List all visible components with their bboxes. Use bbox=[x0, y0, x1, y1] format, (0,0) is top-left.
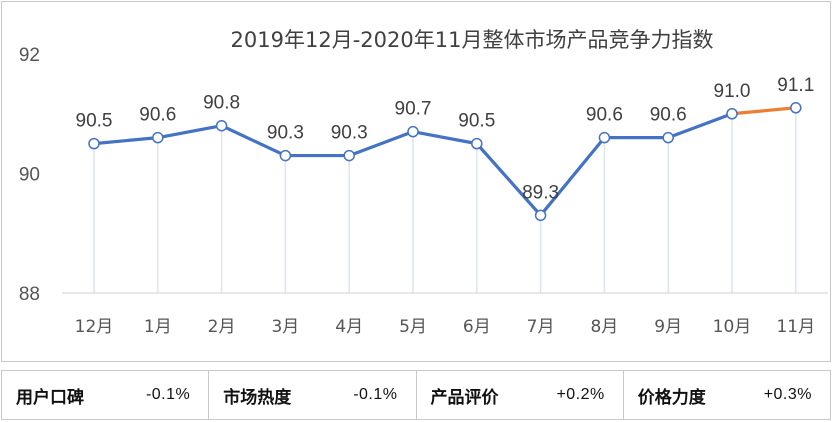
data-label: 90.6 bbox=[586, 105, 623, 126]
x-tick-label: 10月 bbox=[713, 317, 752, 337]
y-tick-label: 90 bbox=[19, 165, 40, 186]
metric-price-strength: 价格力度 +0.3% bbox=[624, 371, 830, 419]
data-label: 90.7 bbox=[395, 99, 432, 120]
metric-value: +0.2% bbox=[556, 386, 605, 403]
data-points bbox=[88, 102, 802, 222]
x-tick-label: 4月 bbox=[335, 317, 363, 337]
data-point bbox=[534, 209, 547, 222]
x-tick-label: 1月 bbox=[144, 317, 172, 337]
data-label: 90.3 bbox=[267, 123, 304, 144]
data-label: 90.5 bbox=[76, 111, 113, 132]
metric-value: -0.1% bbox=[145, 386, 191, 403]
data-point bbox=[598, 131, 611, 144]
drop-lines bbox=[93, 107, 797, 293]
data-point bbox=[471, 137, 483, 150]
chart-title: 2019年12月-2020年11月整体市场产品竞争力指数 bbox=[231, 28, 714, 52]
chart-frame: 2019年12月-2020年11月整体市场产品竞争力指数 88 90 92 12月 1… bbox=[1, 1, 831, 362]
data-point bbox=[790, 102, 802, 114]
data-label: 90.5 bbox=[458, 111, 495, 132]
y-axis: 88 90 92 bbox=[19, 45, 40, 305]
data-label: 90.6 bbox=[650, 105, 687, 126]
x-tick-label: 2月 bbox=[208, 317, 236, 337]
metric-product-rating: 产品评价 +0.2% bbox=[417, 371, 624, 419]
data-label: 91.0 bbox=[714, 81, 751, 102]
data-point bbox=[88, 137, 100, 150]
metrics-bar: 用户口碑 -0.1% 市场热度 -0.1% 产品评价 +0.2% 价格力度 +0… bbox=[1, 370, 831, 420]
data-point bbox=[279, 149, 292, 162]
y-tick-label: 88 bbox=[19, 284, 40, 305]
metric-label: 价格力度 bbox=[637, 387, 706, 408]
metric-label: 市场热度 bbox=[223, 387, 292, 408]
x-axis: 12月 1月 2月 3月 4月 5月 6月 7月 8月 9月 10月 11月 bbox=[75, 317, 815, 337]
data-label: 90.8 bbox=[203, 93, 240, 114]
data-label: 90.3 bbox=[331, 123, 368, 144]
x-tick-label: 3月 bbox=[271, 317, 299, 337]
series-line-highlight bbox=[730, 106, 798, 116]
metric-value: +0.3% bbox=[763, 386, 812, 403]
data-point bbox=[152, 131, 164, 144]
x-tick-label: 7月 bbox=[527, 317, 555, 337]
data-point bbox=[407, 125, 419, 138]
metric-value: -0.1% bbox=[353, 386, 398, 403]
data-point bbox=[215, 119, 228, 132]
y-tick-label: 92 bbox=[19, 45, 40, 66]
data-point bbox=[343, 149, 355, 162]
metric-user-reputation: 用户口碑 -0.1% bbox=[2, 371, 210, 419]
metric-market-heat: 市场热度 -0.1% bbox=[209, 371, 417, 419]
metric-label: 产品评价 bbox=[430, 387, 499, 408]
data-label: 91.1 bbox=[777, 75, 814, 96]
data-label: 89.3 bbox=[522, 182, 559, 203]
metric-label: 用户口碑 bbox=[16, 387, 84, 408]
data-label: 90.6 bbox=[139, 105, 176, 126]
x-tick-label: 9月 bbox=[654, 317, 682, 337]
x-tick-label: 5月 bbox=[399, 317, 427, 337]
x-tick-label: 12月 bbox=[75, 317, 114, 337]
data-point bbox=[662, 131, 674, 144]
data-labels: 90.5 90.6 90.8 90.3 90.3 90.7 90.5 89.3 90.6 90.6… bbox=[76, 75, 815, 204]
x-tick-label: 8月 bbox=[590, 317, 618, 337]
x-tick-label: 11月 bbox=[776, 317, 815, 337]
data-point bbox=[726, 108, 738, 120]
x-tick-label: 6月 bbox=[463, 317, 491, 337]
series-index bbox=[92, 106, 798, 217]
